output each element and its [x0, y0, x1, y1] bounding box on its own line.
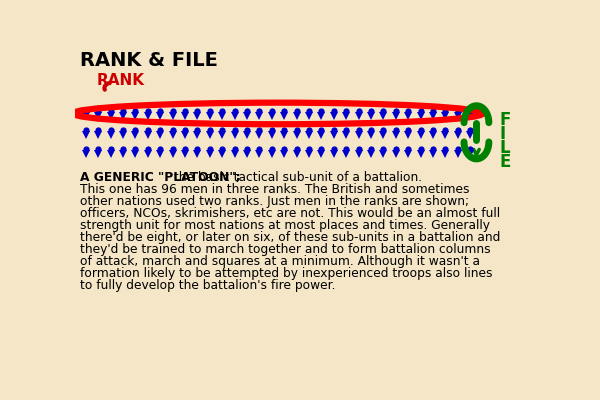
Text: other nations used two ranks. Just men in the ranks are shown;: other nations used two ranks. Just men i… [80, 195, 469, 208]
Text: formation likely to be attempted by inexperienced troops also lines: formation likely to be attempted by inex… [80, 267, 492, 280]
Text: RANK: RANK [97, 73, 145, 88]
Text: E: E [500, 153, 511, 171]
Text: they'd be trained to march together and to form battalion columns: they'd be trained to march together and … [80, 243, 490, 256]
Text: the basic tactical sub-unit of a battalion.: the basic tactical sub-unit of a battali… [170, 171, 422, 184]
Text: officers, NCOs, skrimishers, etc are not. This would be an almost full: officers, NCOs, skrimishers, etc are not… [80, 207, 500, 220]
Text: L: L [500, 139, 511, 157]
Text: F: F [500, 111, 511, 129]
Text: to fully develop the battalion's fire power.: to fully develop the battalion's fire po… [80, 279, 335, 292]
Text: I: I [500, 125, 506, 143]
Text: This one has 96 men in three ranks. The British and sometimes: This one has 96 men in three ranks. The … [80, 183, 469, 196]
Text: A GENERIC "PLATOON";: A GENERIC "PLATOON"; [80, 171, 240, 184]
Text: of attack, march and squares at a minimum. Although it wasn't a: of attack, march and squares at a minimu… [80, 255, 479, 268]
Text: there'd be eight, or later on six, of these sub-units in a battalion and: there'd be eight, or later on six, of th… [80, 231, 500, 244]
Text: strength unit for most nations at most places and times. Generally: strength unit for most nations at most p… [80, 219, 490, 232]
Text: RANK & FILE: RANK & FILE [80, 51, 218, 70]
